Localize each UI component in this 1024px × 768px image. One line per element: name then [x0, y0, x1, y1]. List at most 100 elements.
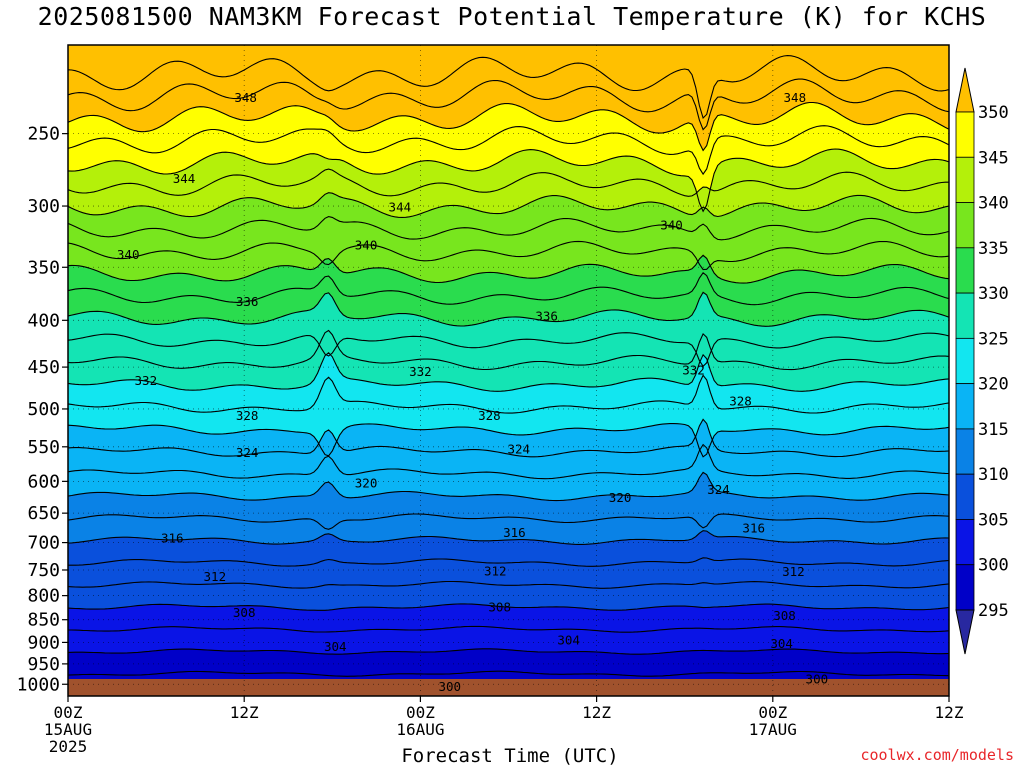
contour-350 [68, 78, 949, 131]
contour-302 [68, 625, 949, 633]
contour-label: 312 [782, 564, 805, 579]
ground-surface [68, 679, 949, 696]
colorbar-label: 335 [978, 239, 1009, 259]
contour-label: 312 [204, 569, 227, 584]
x-tick-label: 16AUG [396, 720, 444, 739]
colorbar-swatch [955, 247, 975, 294]
contour-310 [68, 530, 949, 545]
contour-340 [68, 192, 949, 218]
contour-318 [68, 418, 949, 458]
contour-338 [68, 216, 949, 241]
contour-label: 304 [557, 633, 580, 648]
y-tick-label: 700 [27, 533, 60, 554]
contour-label: 348 [234, 90, 257, 105]
chart-title: 2025081500 NAM3KM Forecast Potential Tem… [37, 2, 987, 31]
colorbar-label: 325 [978, 329, 1009, 349]
contour-label: 308 [488, 599, 511, 614]
colorbar-label: 330 [978, 284, 1009, 304]
contour-label: 300 [806, 671, 829, 686]
contour-352 [68, 55, 949, 120]
contour-label: 308 [773, 608, 796, 623]
x-tick-label: 12Z [230, 703, 259, 722]
colorbar-label: 350 [978, 103, 1009, 123]
colorbar-swatch [955, 473, 975, 520]
contour-label: 328 [236, 408, 259, 423]
y-tick-label: 650 [27, 503, 60, 524]
y-tick-label: 850 [27, 610, 60, 631]
y-tick-label: 550 [27, 437, 60, 458]
contour-300 [68, 648, 949, 655]
contour-label: 304 [770, 636, 793, 651]
contour-344 [68, 148, 949, 213]
contour-316 [68, 443, 949, 480]
contour-label: 320 [355, 476, 378, 491]
contour-label: 324 [236, 445, 259, 460]
x-tick-label: 15AUG [44, 720, 92, 739]
colorbar-label: 315 [978, 420, 1009, 440]
contour-label: 308 [233, 605, 256, 620]
contour-label: 348 [784, 90, 807, 105]
x-tick-label: 2025 [49, 737, 88, 756]
contour-330 [68, 291, 949, 327]
contour-label: 332 [682, 362, 705, 377]
y-tick-label: 500 [27, 399, 60, 420]
contour-label: 336 [236, 294, 259, 309]
colorbar-swatch [955, 428, 975, 475]
contour-labels: 348 348 344 344 340 340 340 336 336 332 332 332 328 3… [117, 90, 829, 694]
contour-334 [68, 254, 949, 284]
colorbar-label: 345 [978, 148, 1009, 168]
contour-label: 336 [535, 308, 558, 323]
colorbar-label: 300 [978, 556, 1009, 576]
y-tick-label: 1000 [17, 674, 60, 695]
contour-label: 324 [507, 441, 530, 456]
contour-304 [68, 603, 949, 611]
contour-314 [68, 471, 949, 502]
y-tick-label: 450 [27, 357, 60, 378]
colorbar-swatch [955, 111, 975, 158]
y-tick-label: 600 [27, 471, 60, 492]
colorbar-swatch [955, 519, 975, 566]
contour-308 [68, 557, 949, 567]
y-tick-label: 350 [27, 257, 60, 278]
contour-label: 332 [409, 364, 432, 379]
contour-320 [68, 423, 949, 458]
colorbar-swatch [955, 337, 975, 385]
contour-label: 320 [609, 490, 632, 505]
y-tick-label: 800 [27, 586, 60, 607]
contour-label: 304 [324, 639, 347, 654]
x-tick-label: 00Z [758, 703, 787, 722]
contour-label: 340 [660, 218, 683, 233]
contour-label: 324 [707, 482, 730, 497]
colorbar-top-arrow [955, 67, 975, 113]
contour-332 [68, 272, 949, 306]
contour-328 [68, 332, 949, 368]
y-tick-label: 750 [27, 560, 60, 581]
contour-label: 316 [503, 525, 526, 540]
colorbar-swatch [955, 292, 975, 339]
colorbar-swatch [955, 202, 975, 249]
x-tick-label: 00Z [54, 703, 83, 722]
contour-label: 332 [135, 373, 158, 388]
y-tick-label: 900 [27, 632, 60, 653]
x-tick-label: 12Z [582, 703, 611, 722]
colorbar-label: 310 [978, 465, 1009, 485]
contour-label: 340 [355, 237, 378, 252]
colorbar-label: 305 [978, 510, 1009, 530]
contour-label: 340 [117, 247, 140, 262]
x-tick-label: 12Z [935, 703, 964, 722]
colorbar-legend: 350 345 340 335 330 325 320 315 310 305 300 295 [955, 67, 1009, 655]
colorbar-swatch [955, 383, 975, 430]
contour-348 [68, 101, 949, 152]
colorbar-bottom-arrow [955, 609, 975, 655]
colorbar-label: 340 [978, 194, 1009, 214]
contour-342 [68, 168, 949, 197]
contour-label: 328 [478, 408, 501, 423]
colorbar-label: 320 [978, 375, 1009, 395]
contour-label: 316 [742, 520, 765, 535]
contour-346 [68, 125, 949, 176]
contour-label: 300 [438, 679, 461, 694]
contour-312 [68, 513, 949, 530]
contour-label: 316 [161, 531, 184, 546]
